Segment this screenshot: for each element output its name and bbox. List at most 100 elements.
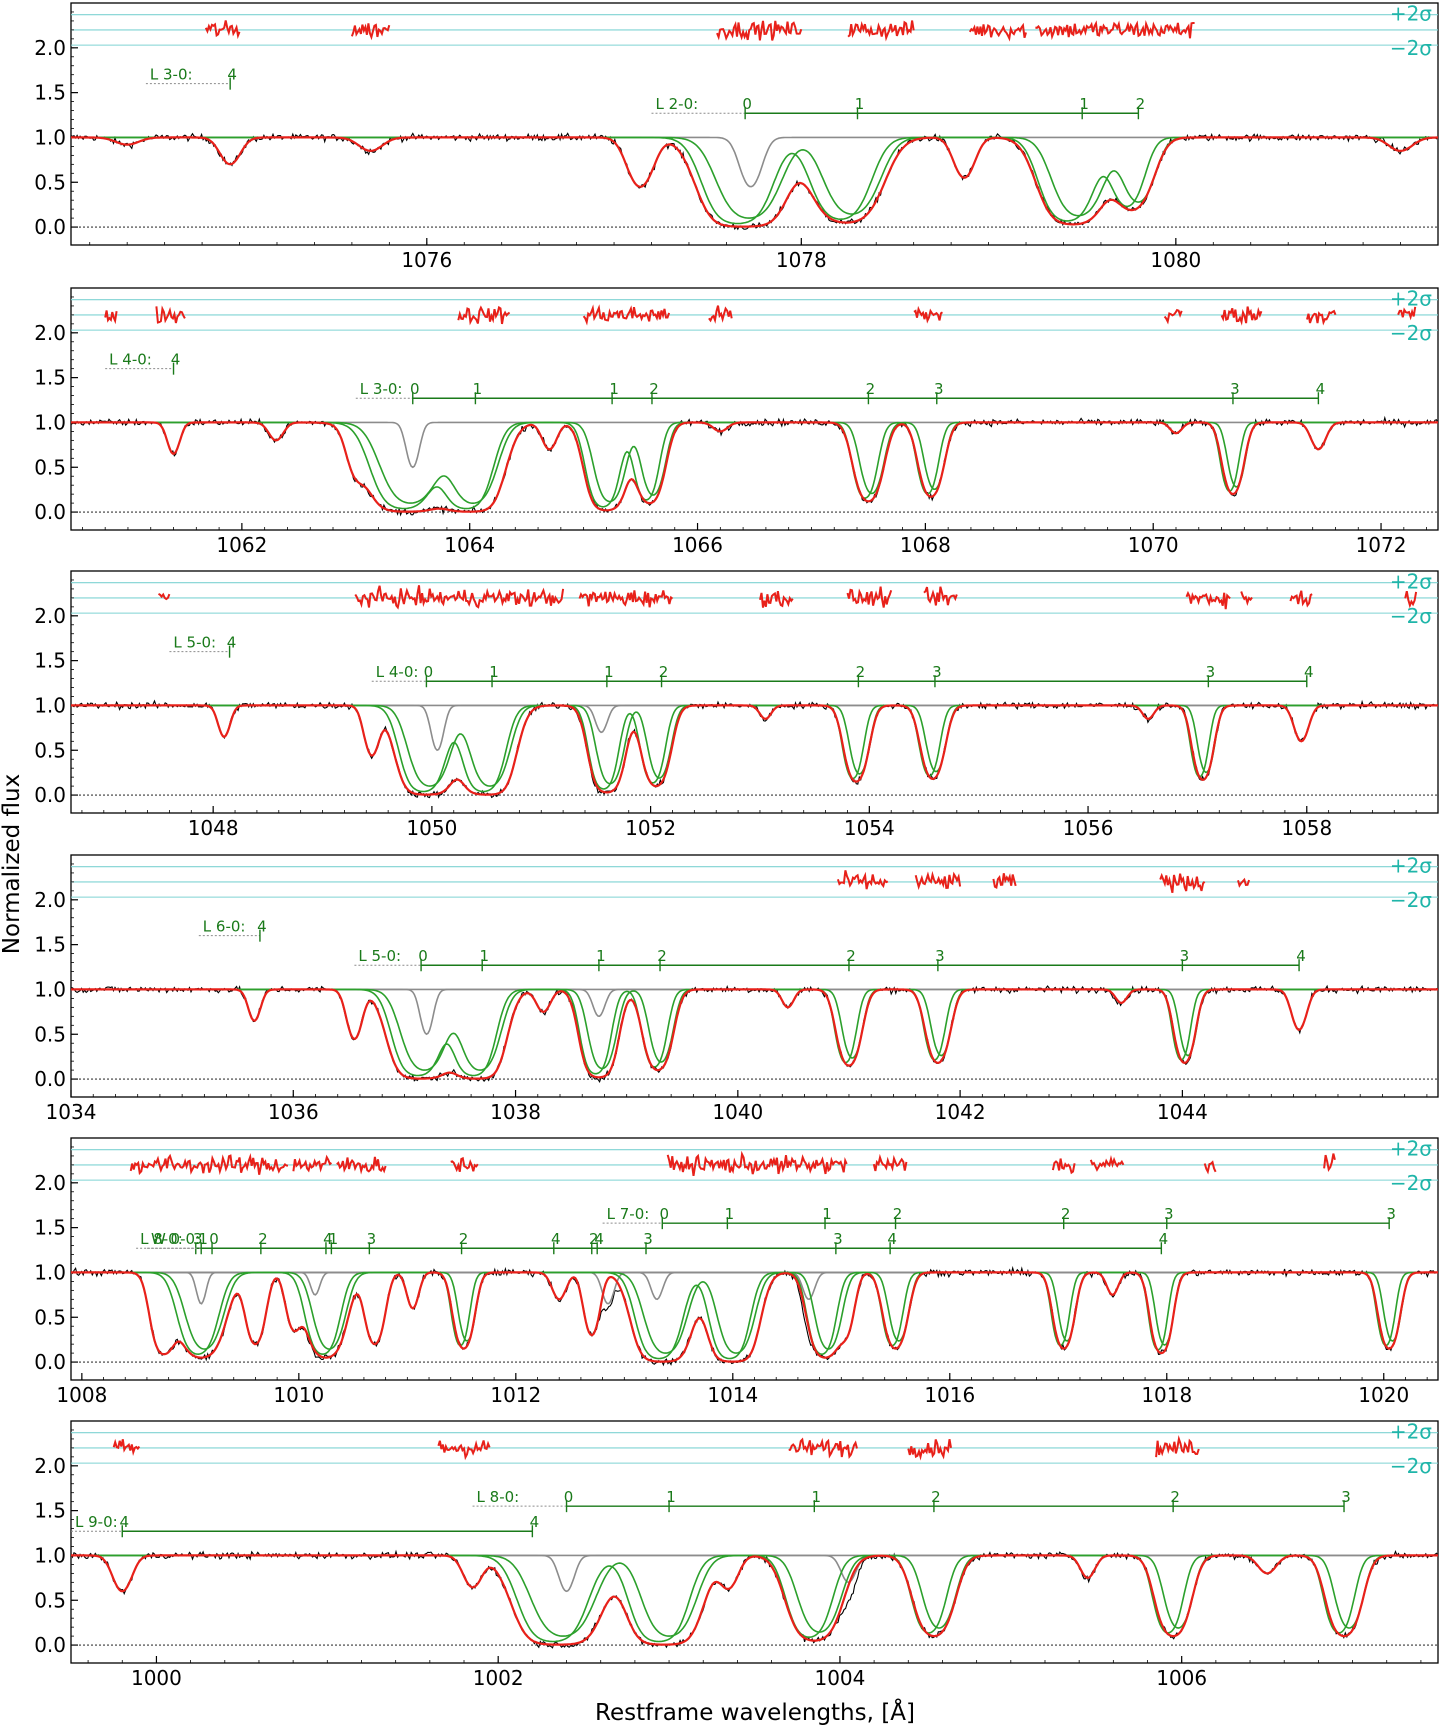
x-tick-label: 1056 [1063, 816, 1114, 840]
marker-tick-label: 4 [257, 918, 267, 936]
x-tick-label: 1050 [406, 816, 457, 840]
marker-label: W 0-0: [151, 1230, 200, 1248]
x-tick-label: 1062 [216, 533, 267, 557]
minus-sigma-label: −2σ [1390, 321, 1432, 345]
marker-tick-label: 4 [594, 1230, 604, 1248]
plus-sigma-label: +2σ [1390, 570, 1432, 594]
marker-tick-label: 1 [329, 1230, 339, 1248]
marker-tick-label: 1 [489, 663, 499, 681]
x-tick-label: 1000 [131, 1666, 182, 1690]
x-axis-title: Restframe wavelengths, [Å] [595, 1698, 915, 1726]
minus-sigma-label: −2σ [1390, 888, 1432, 912]
plus-sigma-label: +2σ [1390, 2, 1432, 26]
residual-segment [923, 586, 958, 606]
residual-segment [1404, 590, 1418, 609]
marker-tick-label: 3 [833, 1230, 843, 1248]
panel-frame [70, 1420, 1439, 1664]
marker-tick-label: 2 [1136, 95, 1146, 113]
residual-segment [457, 305, 511, 326]
marker-tick-label: 4 [1159, 1230, 1169, 1248]
marker-tick-label: 2 [866, 380, 876, 398]
minus-sigma-label: −2σ [1390, 1454, 1432, 1478]
marker-tick-label: 1 [812, 1488, 822, 1506]
total-model-line [71, 988, 1438, 1080]
total-model-line [71, 704, 1438, 796]
y-tick-label: 2.0 [34, 604, 66, 628]
marker-label: L 8-0: [477, 1488, 520, 1506]
marker-tick-label: 3 [932, 663, 942, 681]
marker-tick-label: 2 [1170, 1488, 1180, 1506]
x-tick-label: 1076 [401, 248, 452, 272]
line-marker-group: L 2-0: 0 1 1 2 [651, 95, 1146, 120]
marker-tick-label: 4 [551, 1230, 561, 1248]
panel-frame [70, 1137, 1439, 1381]
marker-tick-label: 2 [649, 380, 659, 398]
marker-tick-label: 0 [209, 1230, 219, 1248]
line-marker-group: L 8-0: 0 1 1 2 2 3 [472, 1488, 1351, 1513]
minus-sigma-label: −2σ [1390, 604, 1432, 628]
marker-tick-label: 3 [935, 947, 945, 965]
residual-segment [1240, 591, 1253, 606]
y-tick-label: 0.5 [34, 1588, 66, 1612]
residual-segment [582, 304, 671, 326]
marker-tick-label: 1 [596, 947, 606, 965]
residual-segment [759, 590, 794, 608]
panel-frame [70, 287, 1439, 531]
line-marker-group: L 5-0: 4 [169, 634, 236, 658]
residual-segment [1159, 872, 1206, 894]
residual-segment [155, 305, 186, 324]
residual-segment [437, 1439, 491, 1461]
residual-segment [350, 23, 391, 41]
y-tick-label: 0.0 [34, 783, 66, 807]
residual-segment [1220, 306, 1263, 326]
total-model-line [71, 136, 1438, 228]
marker-tick-label: 3 [1230, 380, 1240, 398]
marker-label: L 8-0: [140, 1230, 183, 1248]
residual-segment [872, 1153, 908, 1172]
y-tick-label: 2.0 [34, 888, 66, 912]
residual-segment [716, 20, 803, 42]
residual-segment [336, 1156, 387, 1175]
residual-segment [1155, 1435, 1200, 1458]
x-tick-label: 1014 [707, 1383, 758, 1407]
y-tick-label: 2.0 [34, 36, 66, 60]
marker-tick-label: 1 [1079, 95, 1089, 113]
y-tick-label: 1.5 [34, 1216, 66, 1240]
y-tick-label: 0.0 [34, 1633, 66, 1657]
x-tick-label: 1036 [268, 1100, 319, 1124]
marker-tick-label: 1 [604, 663, 614, 681]
y-tick-label: 2.0 [34, 1454, 66, 1478]
y-tick-label: 0.5 [34, 170, 66, 194]
marker-tick-label: 3 [934, 380, 944, 398]
y-tick-label: 2.0 [34, 321, 66, 345]
marker-label: L 5-0: [358, 947, 401, 965]
marker-label: L 3-0: [360, 380, 403, 398]
total-model-line [71, 421, 1438, 513]
residual-segment [204, 20, 241, 40]
marker-tick-label: 3 [1386, 1205, 1396, 1223]
x-tick-label: 1064 [444, 533, 495, 557]
y-tick-label: 0.0 [34, 1067, 66, 1091]
marker-tick-label: 4 [1296, 947, 1306, 965]
marker-tick-label: 0 [660, 1205, 670, 1223]
residual-segment [788, 1437, 858, 1459]
residual-segment [914, 870, 962, 891]
marker-tick-label: 4 [227, 634, 237, 652]
residual-segment [1397, 306, 1417, 321]
residual-segment [1203, 1160, 1217, 1175]
y-tick-label: 1.0 [34, 125, 66, 149]
marker-tick-label: 3 [1341, 1488, 1351, 1506]
marker-tick-label: 4 [1304, 663, 1314, 681]
x-tick-label: 1070 [1128, 533, 1179, 557]
marker-tick-label: 3 [193, 1230, 203, 1248]
y-tick-label: 1.5 [34, 933, 66, 957]
x-tick-label: 1080 [1150, 248, 1201, 272]
y-tick-label: 1.0 [34, 410, 66, 434]
x-tick-label: 1016 [924, 1383, 975, 1407]
marker-tick-label: 0 [418, 947, 428, 965]
marker-label: L 2-0: [656, 95, 699, 113]
line-marker-group: L 3-0: 0 1 1 2 2 3 3 4 [355, 380, 1325, 405]
residual-segment [846, 586, 893, 608]
y-tick-label: 1.5 [34, 1499, 66, 1523]
line-marker-group: L 6-0: 4 [198, 918, 267, 942]
